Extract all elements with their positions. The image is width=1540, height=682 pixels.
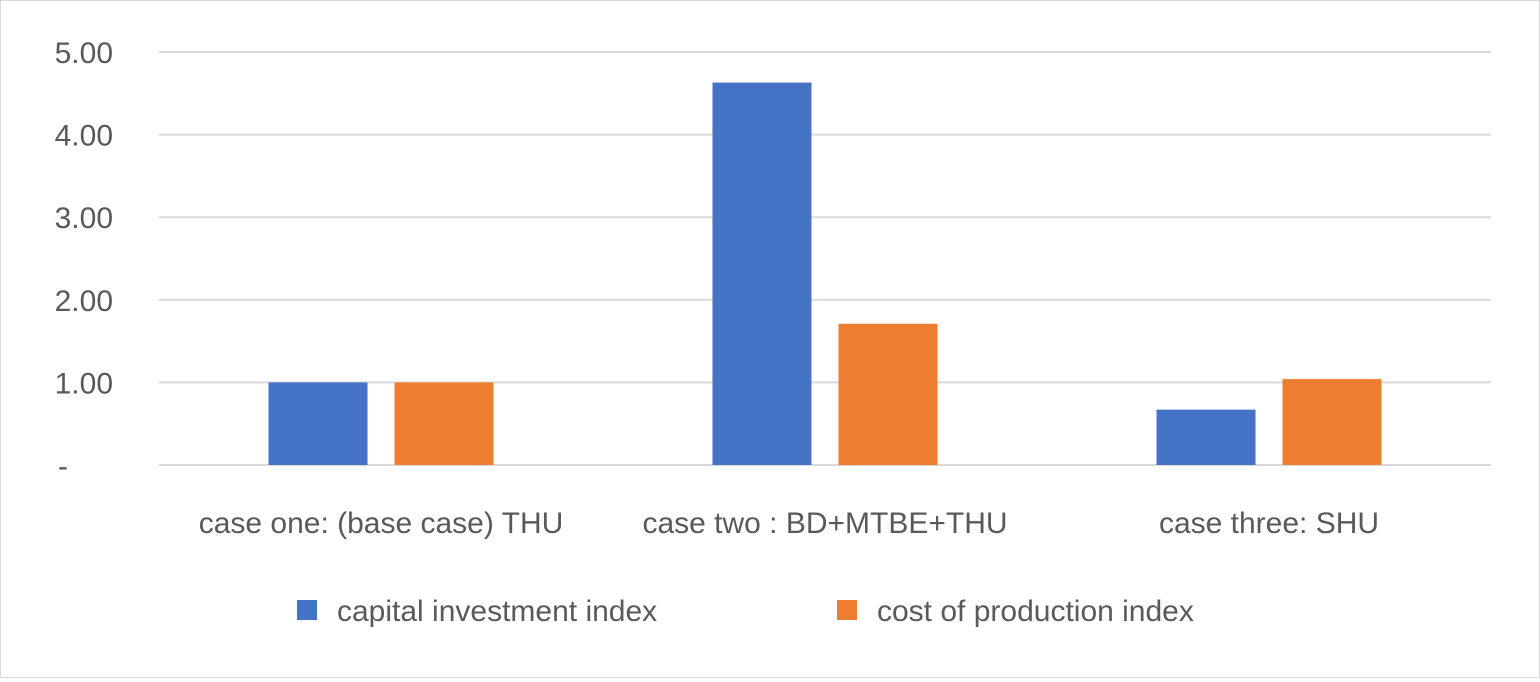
bar-capital-investment bbox=[712, 82, 812, 465]
bar-cost-of-production bbox=[394, 382, 494, 465]
y-tick-label: - bbox=[58, 450, 68, 483]
x-tick-label: case three: SHU bbox=[1159, 507, 1379, 540]
y-tick-label: 4.00 bbox=[55, 120, 113, 153]
legend-swatch bbox=[297, 600, 317, 620]
x-tick-label: case one: (base case) THU bbox=[199, 507, 564, 540]
y-tick-label: 3.00 bbox=[55, 202, 113, 235]
legend-label: capital investment index bbox=[337, 595, 657, 628]
bar-capital-investment bbox=[1156, 409, 1256, 465]
legend-label: cost of production index bbox=[877, 595, 1194, 628]
bar-capital-investment bbox=[268, 382, 368, 465]
bar-cost-of-production bbox=[1282, 379, 1382, 465]
y-tick-label: 2.00 bbox=[55, 285, 113, 318]
x-tick-label: case two : BD+MTBE+THU bbox=[642, 507, 1007, 540]
legend-swatch bbox=[837, 600, 857, 620]
y-tick-label: 5.00 bbox=[55, 37, 113, 70]
bar-cost-of-production bbox=[838, 323, 938, 465]
y-tick-label: 1.00 bbox=[55, 367, 113, 400]
